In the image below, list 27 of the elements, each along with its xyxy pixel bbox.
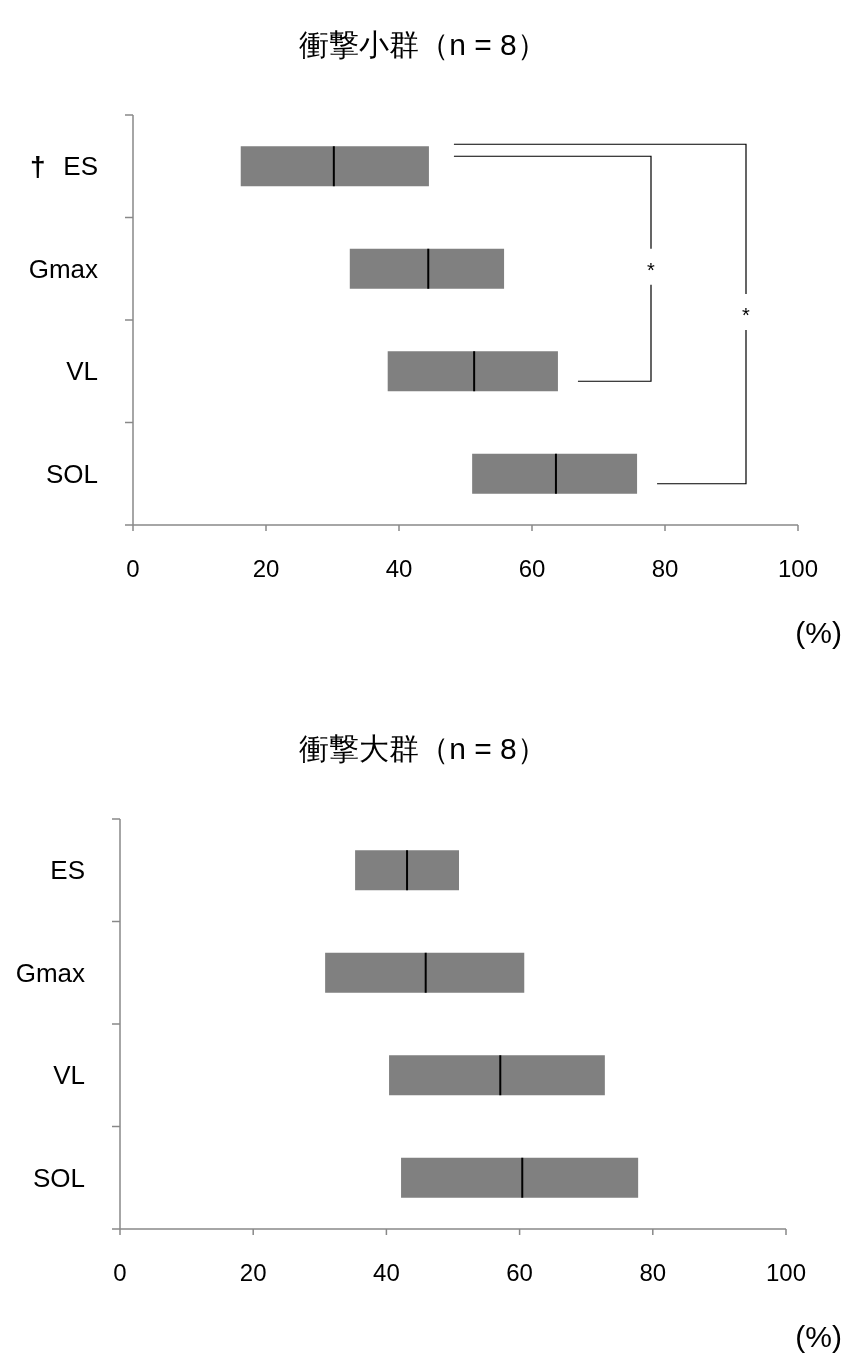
text: †: [30, 151, 46, 183]
x-axis-title: (%): [795, 1320, 842, 1353]
y-tick-label: Gmax: [28, 253, 98, 284]
y-tick-label: VL: [66, 356, 98, 387]
annotation: *: [647, 258, 656, 281]
x-tick-label: 60: [506, 1259, 533, 1286]
x-tick-label: 60: [518, 555, 546, 582]
x-tick-label: 40: [373, 1259, 400, 1286]
x-tick-label: 0: [113, 1259, 127, 1286]
y-tick-label: VL: [53, 1060, 85, 1091]
x-tick-label: 100: [777, 555, 819, 582]
x-axis-title: (%): [795, 616, 842, 649]
x-tick-label: 20: [239, 1259, 267, 1286]
x-tick-label: 40: [385, 555, 413, 582]
x-tick-label: 20: [252, 555, 280, 582]
y-tick-label: ES: [50, 855, 85, 886]
y-tick-label: ES: [63, 151, 98, 182]
y-tick-label: SOL: [32, 1162, 85, 1193]
chart-title: 衝撃大群（n = 8）: [299, 732, 547, 765]
x-tick-label: 80: [639, 1259, 667, 1286]
y-tick-label: Gmax: [15, 957, 85, 988]
chart-title: 衝撃小群（n = 8）: [299, 28, 547, 61]
annotation: *: [742, 304, 751, 326]
y-tick-label: SOL: [45, 458, 98, 489]
x-tick-label: 100: [765, 1259, 807, 1286]
x-tick-label: 80: [651, 555, 679, 582]
x-tick-label: 0: [126, 555, 140, 582]
